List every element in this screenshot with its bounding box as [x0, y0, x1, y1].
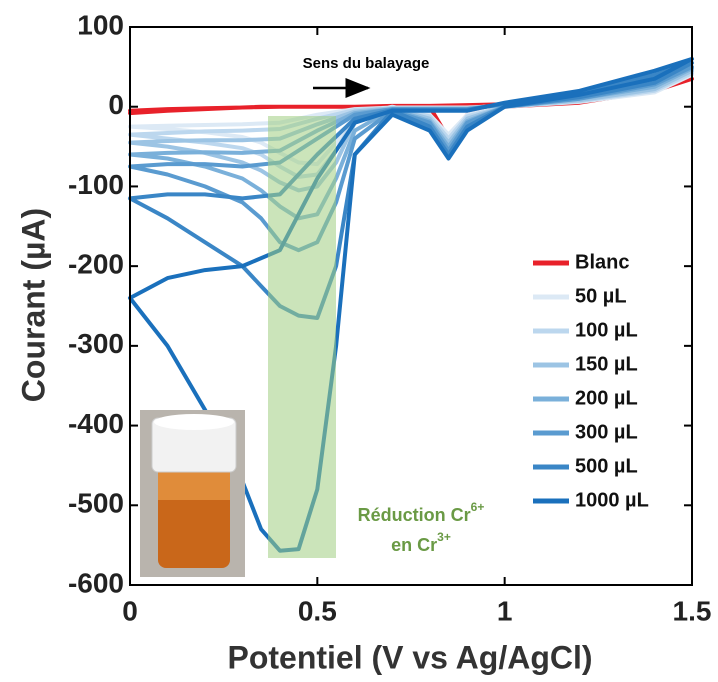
x-tick-label: 1	[497, 595, 513, 626]
y-tick-label: -500	[68, 488, 124, 519]
y-tick-label: -200	[68, 249, 124, 280]
y-tick-label: -300	[68, 328, 124, 359]
label-sup: 3+	[437, 530, 451, 544]
legend-label: 500 µL	[575, 455, 638, 477]
y-tick-label: 100	[77, 9, 124, 40]
y-tick-label: 0	[108, 89, 124, 120]
legend-label: 300 µL	[575, 421, 638, 443]
series-line	[128, 64, 694, 253]
y-tick-label: -400	[68, 408, 124, 439]
x-tick-label: 0.5	[298, 595, 337, 626]
x-tick-label: 0	[122, 595, 138, 626]
y-tick-label: -100	[68, 169, 124, 200]
legend-label: 200 µL	[575, 387, 638, 409]
label-text: en Cr	[391, 535, 437, 555]
x-tick-label: 1.5	[673, 595, 712, 626]
legend-label: Blanc	[575, 251, 629, 273]
legend-label: 150 µL	[575, 353, 638, 375]
annotation: Sens du balayage	[303, 55, 430, 72]
legend-label: 1000 µL	[575, 489, 649, 511]
plot-frame	[129, 26, 693, 586]
legend-label: 100 µL	[575, 319, 638, 341]
x-axis-title: Potentiel (V vs Ag/AgCl)	[227, 639, 592, 675]
highlight-label: en Cr3+	[391, 530, 451, 555]
y-axis-title: Courant (µA)	[15, 208, 51, 402]
highlight-region	[268, 116, 336, 558]
legend-label: 50 µL	[575, 285, 627, 307]
highlight-label: Réduction Cr6+	[358, 500, 485, 525]
label-text: Réduction Cr	[358, 505, 471, 525]
label-sup: 6+	[471, 500, 485, 514]
y-tick-label: -600	[68, 567, 124, 598]
inset-photo	[140, 410, 245, 577]
